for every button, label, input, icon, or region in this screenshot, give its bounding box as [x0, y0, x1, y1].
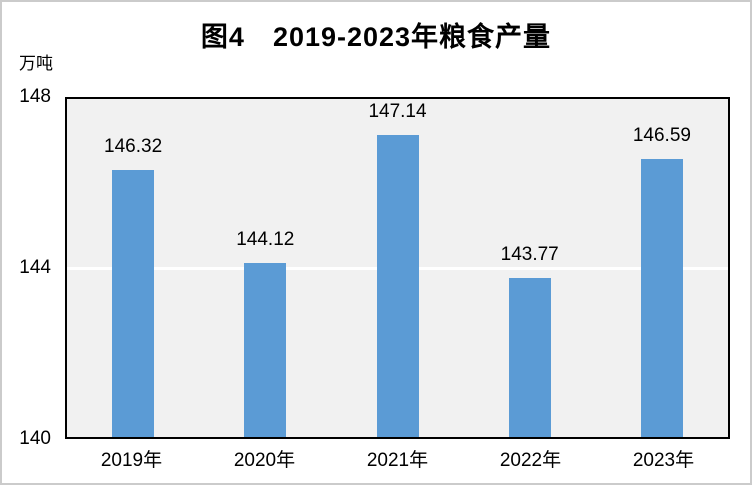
bars-layer: 146.32 144.12 147.14 143.77 146.59 [67, 99, 728, 437]
y-axis: 148 144 140 [2, 2, 57, 483]
bar-value-label: 143.77 [500, 243, 559, 265]
bar-value-label: 146.32 [104, 135, 163, 157]
plot-area: 146.32 144.12 147.14 143.77 146.59 [65, 97, 730, 439]
bar [112, 169, 155, 437]
y-tick-140: 140 [19, 428, 51, 449]
bar [508, 277, 551, 437]
bar [376, 135, 419, 437]
bar-slot: 144.12 [199, 99, 331, 437]
bar-value-label: 147.14 [368, 101, 427, 123]
bar-slot: 143.77 [464, 99, 596, 437]
bar-slot: 146.32 [67, 99, 199, 437]
bar [640, 158, 683, 437]
y-tick-148: 148 [19, 86, 51, 107]
y-axis-unit-label: 万吨 [19, 54, 53, 73]
x-axis-label: 2020年 [233, 450, 296, 471]
bar [244, 262, 287, 437]
bar-value-label: 144.12 [236, 228, 295, 250]
bar-slot: 146.59 [596, 99, 728, 437]
x-axis-labels: 2019年 2020年 2021年 2022年 2023年 [65, 445, 730, 472]
bar-value-label: 146.59 [632, 124, 691, 146]
x-axis-label: 2022年 [499, 450, 562, 471]
chart-title: 图4 2019-2023年粮食产量 [200, 22, 552, 52]
x-axis-label: 2021年 [366, 450, 429, 471]
bar-slot: 147.14 [331, 99, 463, 437]
y-tick-144: 144 [19, 257, 51, 278]
x-axis-label: 2023年 [632, 450, 695, 471]
x-axis-label: 2019年 [100, 450, 163, 471]
